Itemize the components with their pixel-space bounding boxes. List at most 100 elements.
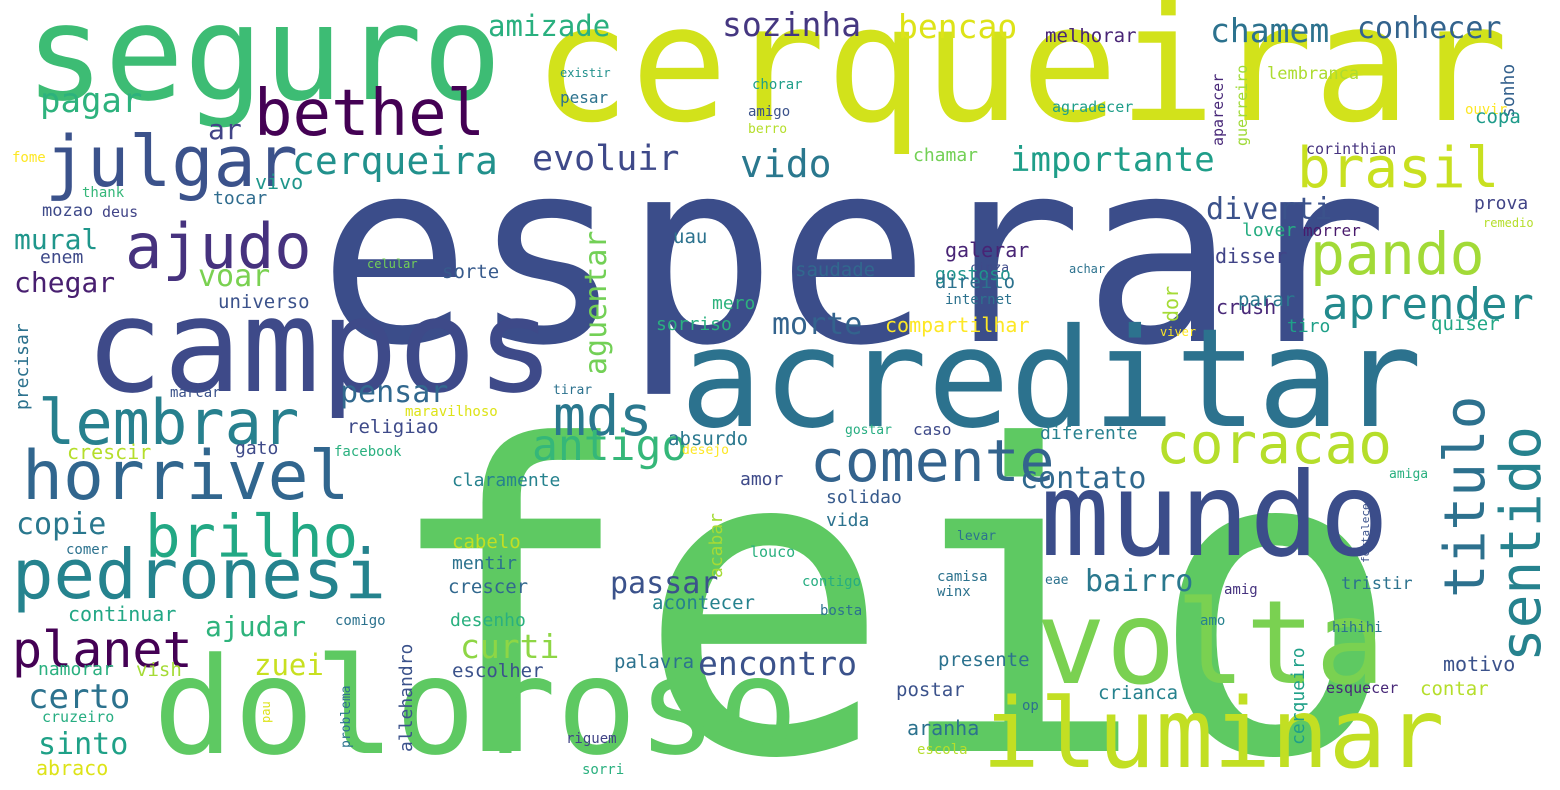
word: sozinha	[722, 5, 862, 44]
word: amigo	[748, 104, 791, 120]
word: importante	[1010, 140, 1215, 180]
word: sorri	[582, 762, 625, 778]
word: hihihi	[1332, 620, 1383, 636]
word: riguem	[566, 731, 617, 747]
word: gostoso	[935, 264, 1011, 285]
word: julgar	[45, 121, 298, 203]
word: comigo	[335, 613, 386, 629]
word: precisar	[12, 323, 33, 410]
word: bairro	[1085, 564, 1194, 599]
word: cruzeiro	[42, 708, 115, 726]
word: melhorar	[1045, 25, 1137, 47]
word: chamar	[913, 145, 979, 166]
word: vivo	[255, 170, 304, 194]
word: abraco	[36, 756, 109, 780]
word: pensar	[340, 375, 449, 410]
word: sorte	[442, 261, 500, 283]
word: tristir	[1341, 574, 1413, 594]
word: contigo	[802, 574, 862, 590]
word: escolher	[452, 660, 544, 682]
word: enem	[40, 247, 84, 268]
word: aranha	[907, 716, 980, 740]
word: conhecer	[1357, 11, 1502, 46]
word: thank	[82, 185, 125, 201]
word: esperar	[318, 105, 1389, 401]
word: cerqueira	[292, 139, 498, 183]
word: contato	[1020, 461, 1147, 496]
word: esquecer	[1326, 679, 1399, 697]
word: campos	[85, 270, 555, 422]
word: mentir	[452, 553, 518, 574]
word: feio	[380, 358, 1404, 790]
word: lembrar	[38, 386, 300, 459]
word: aprender	[1322, 279, 1534, 330]
word: berro	[748, 122, 788, 137]
word: planet	[12, 621, 193, 679]
word: corinthian	[1306, 140, 1397, 158]
word: prova	[1474, 193, 1529, 214]
word: eae	[1045, 573, 1069, 588]
word: absurdo	[668, 428, 749, 450]
word: gostar	[845, 423, 892, 438]
word: cerqueirar	[533, 0, 1509, 159]
word: levar	[957, 529, 997, 544]
word: uau	[673, 226, 708, 248]
word: brilho	[145, 502, 359, 571]
word: voar	[198, 259, 271, 294]
word: religiao	[347, 416, 439, 438]
word: zuei	[254, 648, 324, 682]
word: evoluir	[532, 139, 680, 179]
word: caso	[913, 420, 952, 439]
word: mundo	[1040, 448, 1390, 583]
word: guerreiro	[1233, 64, 1251, 146]
word: ouvir	[1465, 102, 1508, 118]
word: deus	[102, 203, 139, 221]
word: compartilhar	[885, 313, 1030, 337]
word: facebook	[334, 444, 402, 460]
word: desenho	[450, 610, 526, 631]
word: postar	[896, 679, 965, 701]
word: ajudo	[125, 210, 312, 283]
word: morrer	[1303, 221, 1361, 240]
word: pesar	[560, 88, 609, 107]
word: chamem	[1210, 11, 1330, 50]
word: amig	[1224, 582, 1258, 598]
word: sentido	[1489, 425, 1554, 662]
word: sorriso	[656, 314, 732, 335]
word: comente	[810, 427, 1055, 495]
word: viver	[1160, 325, 1197, 339]
word: tiro	[1287, 316, 1331, 337]
word: acontecer	[652, 592, 755, 614]
word: contar	[1420, 678, 1489, 700]
word: diferente	[1040, 423, 1138, 444]
word: continuar	[68, 602, 177, 626]
word: brasil	[1297, 136, 1500, 201]
word: agradecer	[1052, 98, 1134, 116]
word: saudade	[795, 259, 876, 281]
word: ar	[208, 113, 242, 146]
word: celular	[367, 257, 418, 271]
word: mds	[553, 384, 653, 448]
word: quiser	[1431, 313, 1500, 335]
word: tirar	[553, 383, 593, 398]
word: antigo	[532, 421, 688, 471]
word: desejo	[682, 443, 729, 458]
word: crianca	[1098, 682, 1179, 704]
word: palavra	[614, 651, 695, 673]
word: mural	[14, 223, 99, 256]
word: mozao	[42, 201, 94, 221]
word: comer	[66, 542, 109, 558]
word: acreditar	[680, 300, 1423, 459]
word: certo	[28, 677, 131, 717]
word: problema	[339, 685, 354, 748]
word: crush	[1216, 295, 1277, 319]
word: crescir	[67, 440, 152, 464]
word: dor	[1159, 285, 1183, 322]
word: amiga	[1389, 467, 1429, 482]
word: acabar	[706, 512, 727, 578]
word: universo	[218, 291, 310, 313]
word: horrivel	[22, 437, 350, 516]
word: vido	[740, 142, 832, 186]
word: titulo	[1433, 395, 1498, 598]
